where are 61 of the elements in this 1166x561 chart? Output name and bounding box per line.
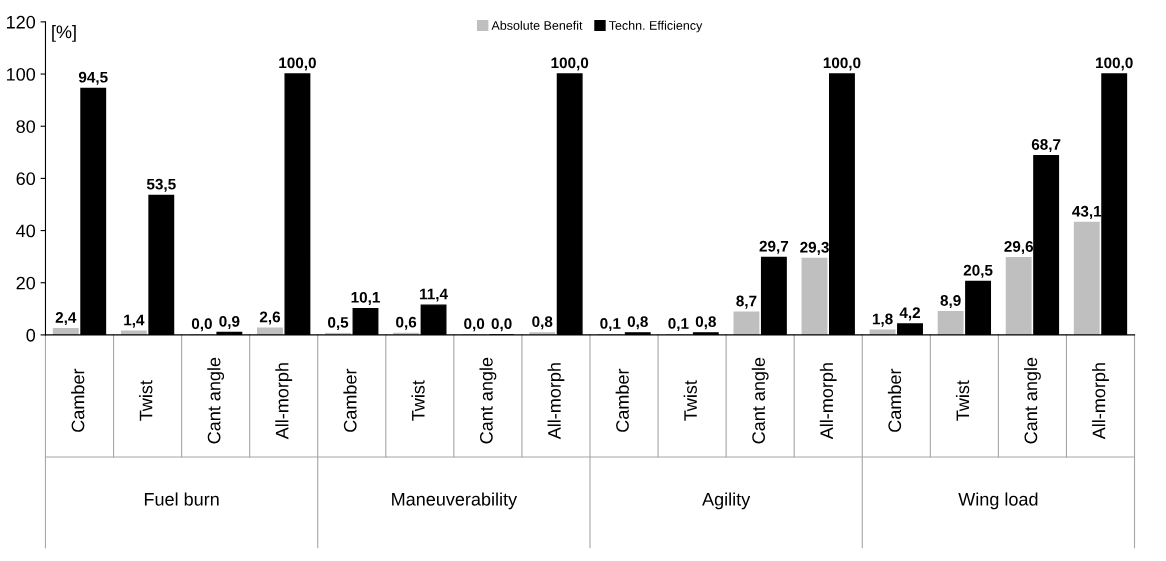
x-tick-label: Camber	[615, 368, 629, 432]
text: Maneuverability	[392, 492, 518, 510]
x-tick-label: Camber	[71, 368, 85, 432]
data-label: 0,6	[396, 316, 417, 330]
data-label: 100,0	[823, 57, 861, 71]
y-tick-label: 60	[16, 172, 36, 186]
data-label: 0,0	[191, 318, 212, 332]
x-tick-label: All-morph	[819, 363, 837, 440]
data-label: 8,7	[736, 295, 757, 309]
data-label: 0,0	[491, 318, 512, 332]
data-label: 2,4	[55, 312, 77, 326]
text: Fuel burn	[144, 492, 219, 506]
data-label: 53,5	[146, 178, 176, 192]
x-tick-label: All-morph	[275, 363, 293, 440]
legend-label: Absolute Benefit	[491, 20, 583, 30]
x-tick-label: Cant angle	[479, 357, 497, 444]
x-tick-label: All-morph	[547, 363, 565, 440]
data-label: 29,3	[800, 241, 829, 255]
data-label: 11,4	[420, 288, 448, 302]
data-label: 0,8	[532, 316, 553, 330]
x-tick-label: Twist	[411, 380, 425, 421]
text: Wing load	[958, 492, 1038, 510]
y-tick-label: 0	[26, 328, 36, 342]
data-label: 100,0	[551, 57, 589, 71]
x-tick-label: Twist	[139, 380, 153, 421]
text: Agility	[702, 492, 751, 510]
data-label: 68,7	[1031, 139, 1061, 153]
y-tick-label: 80	[16, 120, 36, 133]
data-label: 100,0	[279, 57, 316, 71]
data-label: 8,9	[940, 295, 961, 309]
data-label: 0,8	[627, 316, 648, 330]
y-axis-title: [%]	[52, 25, 76, 42]
data-label: 0,1	[600, 318, 621, 332]
data-label: 0,5	[328, 317, 349, 331]
data-label: 94,5	[78, 71, 108, 85]
data-label: 10,1	[351, 291, 380, 305]
y-tick-label: 20	[16, 276, 36, 290]
y-tick-label: 120	[7, 15, 36, 29]
x-tick-label: Camber	[343, 368, 357, 432]
data-label: 2,6	[259, 311, 281, 325]
y-tick-label: 40	[16, 224, 36, 238]
y-tick-label: 100	[7, 67, 36, 81]
data-label: 29,7	[759, 240, 789, 254]
data-label: 20,5	[963, 264, 993, 278]
x-tick-label: Twist	[955, 380, 970, 421]
data-label: 29,6	[1004, 241, 1034, 255]
x-tick-label: Cant angle	[751, 357, 769, 444]
data-label: 0,8	[695, 316, 716, 330]
data-label: 4,2	[899, 307, 921, 321]
data-label: 0,1	[668, 318, 689, 332]
data-label: 0,0	[464, 318, 485, 332]
x-tick-label: Camber	[887, 368, 902, 432]
data-label: 0,9	[219, 315, 240, 329]
x-tick-label: Cant angle	[207, 357, 225, 444]
data-label: 1,4	[124, 314, 145, 328]
x-tick-label: Cant angle	[1024, 357, 1041, 444]
data-label: 100,0	[1096, 57, 1133, 71]
legend-label: Techn. Efficiency	[609, 20, 703, 33]
x-tick-label: Twist	[683, 380, 697, 421]
x-tick-label: All-morph	[1092, 363, 1109, 440]
data-label: 1,8	[872, 313, 893, 327]
